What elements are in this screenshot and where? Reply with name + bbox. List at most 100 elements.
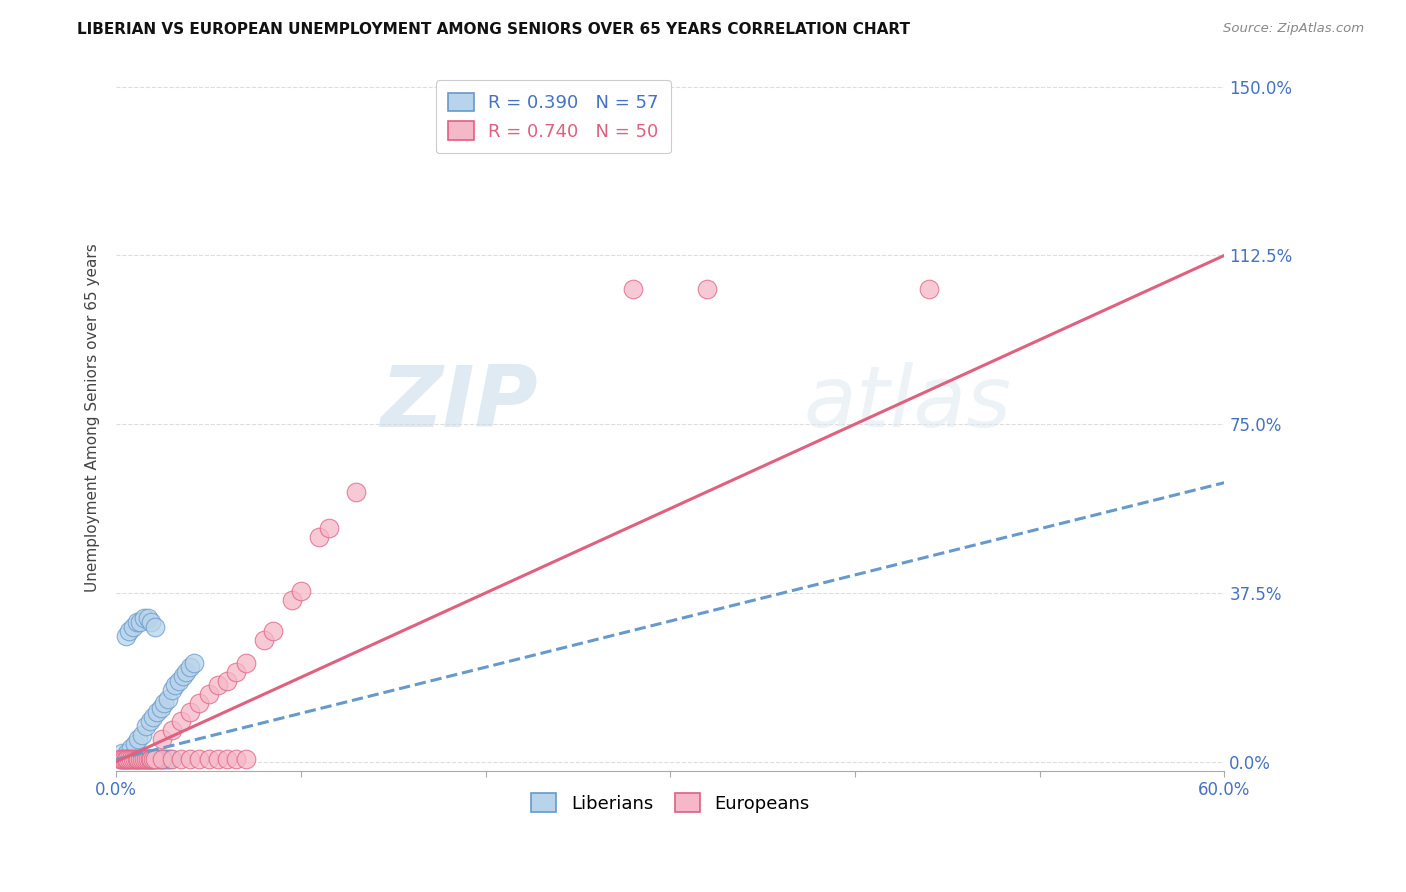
Point [918,282,941,296]
Point [167,673,190,688]
Point [179,752,201,766]
Point [179,660,201,674]
Point [135,752,157,766]
Point [122,620,145,634]
Point [141,752,163,766]
Point [153,696,176,710]
Point [170,752,193,766]
Point [176,665,198,679]
Point [207,752,229,766]
Point [124,752,146,766]
Point [129,752,152,766]
Y-axis label: Unemployment Among Seniors over 65 years: Unemployment Among Seniors over 65 years [86,243,100,591]
Text: LIBERIAN VS EUROPEAN UNEMPLOYMENT AMONG SENIORS OVER 65 YEARS CORRELATION CHART: LIBERIAN VS EUROPEAN UNEMPLOYMENT AMONG … [77,22,910,37]
Point [149,700,172,714]
Point [125,752,148,766]
Point [112,752,135,766]
Point [124,752,146,766]
Point [142,709,165,723]
Point [114,752,136,766]
Point [127,752,149,766]
Point [117,752,139,766]
Point [179,705,201,719]
Point [117,752,139,766]
Point [217,752,239,766]
Point [153,752,176,766]
Point [132,752,155,766]
Point [122,752,145,766]
Point [696,282,718,296]
Point [160,752,183,766]
Point [141,615,163,629]
Point [118,752,141,766]
Point [148,752,170,766]
Point [122,752,145,766]
Text: atlas: atlas [803,362,1011,445]
Point [146,752,169,766]
Point [114,752,136,766]
Point [108,752,131,766]
Point [155,752,177,766]
Point [623,282,645,296]
Point [146,705,169,719]
Point [129,615,152,629]
Point [136,752,159,766]
Point [142,752,165,766]
Point [112,752,135,766]
Point [142,752,165,766]
Point [120,741,142,756]
Point [118,752,141,766]
Point [152,752,174,766]
Point [170,714,193,729]
Point [207,678,229,692]
Point [318,521,340,535]
Point [135,719,157,733]
Point [125,615,148,629]
Point [188,696,211,710]
Point [197,687,219,701]
Point [156,752,179,766]
Point [143,752,166,766]
Point [136,752,159,766]
Point [120,752,142,766]
Point [197,752,219,766]
Point [159,752,181,766]
Point [183,656,205,670]
Point [225,752,247,766]
Point [280,592,302,607]
Point [188,752,211,766]
Point [111,752,134,766]
Legend: Liberians, Europeans: Liberians, Europeans [519,780,823,825]
Point [152,752,174,766]
Point [262,624,284,639]
Point [125,752,148,766]
Point [138,752,160,766]
Point [114,629,136,643]
Point [138,752,160,766]
Point [132,610,155,624]
Point [308,530,330,544]
Point [235,656,257,670]
Point [131,752,153,766]
Point [141,752,163,766]
Text: ZIP: ZIP [380,362,537,445]
Point [135,752,157,766]
Point [152,732,174,747]
Point [127,732,149,747]
Point [235,752,257,766]
Text: Source: ZipAtlas.com: Source: ZipAtlas.com [1223,22,1364,36]
Point [124,737,146,751]
Point [160,682,183,697]
Point [156,691,179,706]
Point [108,752,131,766]
Point [118,624,141,639]
Point [165,678,187,692]
Point [136,610,159,624]
Point [225,665,247,679]
Point [143,620,166,634]
Point [117,746,139,760]
Point [290,583,312,598]
Point [132,752,155,766]
Point [111,752,134,766]
Point [149,752,172,766]
